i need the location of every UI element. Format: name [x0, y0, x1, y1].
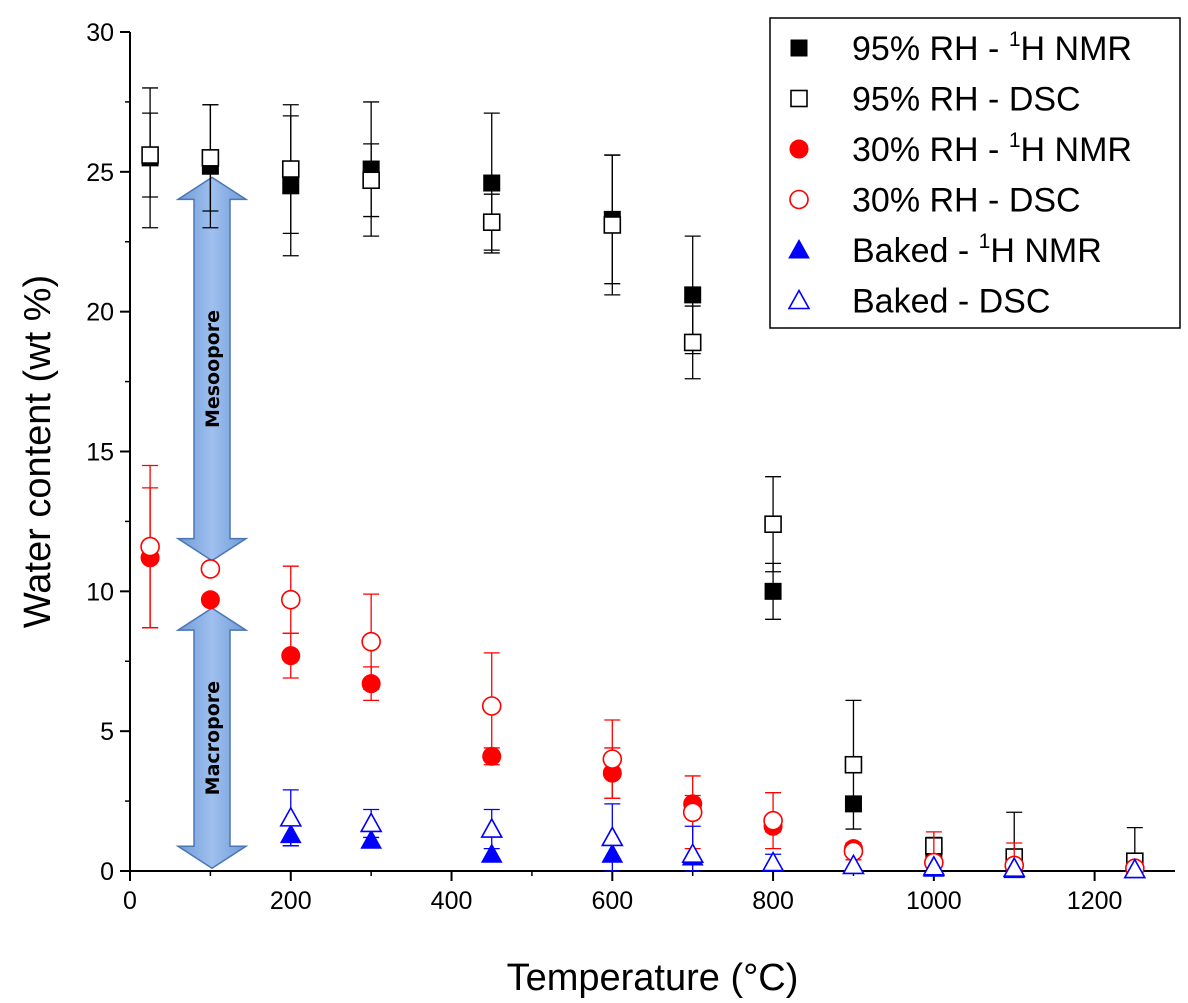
y-tick-label: 10 — [86, 578, 114, 606]
data-point — [280, 589, 301, 610]
x-tick-label: 200 — [270, 887, 312, 915]
legend-label: 30% RH - 1H NMR — [852, 129, 1132, 169]
axes: 0 200 400 600 800 1000 1200 0 5 10 15 20 25 30 Tempera… — [17, 19, 1175, 999]
y-tick-label: 0 — [100, 858, 114, 886]
data-point — [140, 536, 160, 557]
series-5 — [279, 789, 1147, 879]
legend-marker — [789, 139, 809, 159]
legend-marker — [788, 238, 810, 259]
y-tick-label: 30 — [86, 19, 114, 47]
x-tick-label: 800 — [752, 887, 794, 915]
data-point — [200, 590, 220, 610]
data-point — [1002, 856, 1026, 878]
data-point — [279, 806, 303, 827]
data-point — [281, 160, 300, 178]
data-point — [681, 842, 705, 864]
data-point — [844, 755, 863, 774]
legend-label: 95% RH - 1H NMR — [852, 28, 1132, 68]
data-point — [141, 146, 159, 164]
data-point — [764, 515, 782, 534]
y-tick-label: 25 — [86, 159, 114, 187]
data-point — [683, 333, 702, 352]
legend-marker — [790, 89, 808, 108]
x-tick-label: 400 — [431, 887, 473, 915]
data-point — [483, 174, 501, 192]
data-point — [200, 559, 221, 579]
y-tick-label: 15 — [86, 439, 114, 467]
x-axis-title: Temperature (°C) — [507, 957, 799, 999]
data-point — [362, 171, 380, 190]
data-point — [201, 149, 220, 167]
data-point — [481, 696, 502, 716]
legend-marker — [790, 39, 808, 57]
data-point — [603, 216, 622, 234]
annotation-layer: Mesoopore Macropore — [175, 176, 249, 870]
data-point — [763, 810, 783, 831]
legend-label: Baked - DSC — [852, 283, 1050, 321]
legend-label: 95% RH - DSC — [852, 81, 1081, 119]
data-point — [482, 213, 501, 231]
data-point — [359, 811, 383, 833]
legend-label: 30% RH - DSC — [852, 182, 1081, 220]
legend: 95% RH - 1H NMR 95% RH - DSC 30% RH - 1H N… — [769, 17, 1181, 329]
x-tick-label: 1000 — [906, 887, 962, 915]
x-tick-label: 0 — [123, 887, 137, 915]
data-point — [842, 853, 865, 875]
data-point — [684, 286, 702, 304]
data-point — [682, 802, 703, 823]
legend-box — [769, 17, 1181, 329]
y-axis-title: Water content (wt %) — [17, 275, 59, 628]
data-point — [922, 855, 946, 876]
data-point — [602, 749, 623, 769]
data-point — [761, 850, 785, 872]
y-tick-label: 20 — [86, 299, 114, 327]
annotation-label: Macropore — [202, 681, 224, 795]
data-point — [480, 843, 503, 863]
legend-label: Baked - 1H NMR — [852, 230, 1102, 270]
y-tick-label: 5 — [100, 718, 114, 746]
legend-marker — [787, 288, 811, 310]
annotation-label: Mesoopore — [202, 310, 224, 428]
data-point — [361, 631, 381, 652]
data-point — [360, 829, 383, 849]
data-point — [281, 646, 301, 666]
data-point — [600, 825, 624, 847]
plot-area — [140, 87, 1147, 879]
x-tick-label: 1200 — [1067, 887, 1123, 915]
data-point — [1123, 857, 1147, 879]
double-arrow-macropore — [175, 607, 249, 870]
data-point — [480, 817, 504, 838]
x-tick-label: 600 — [591, 887, 633, 915]
data-point — [764, 582, 782, 600]
legend-marker — [789, 189, 809, 210]
